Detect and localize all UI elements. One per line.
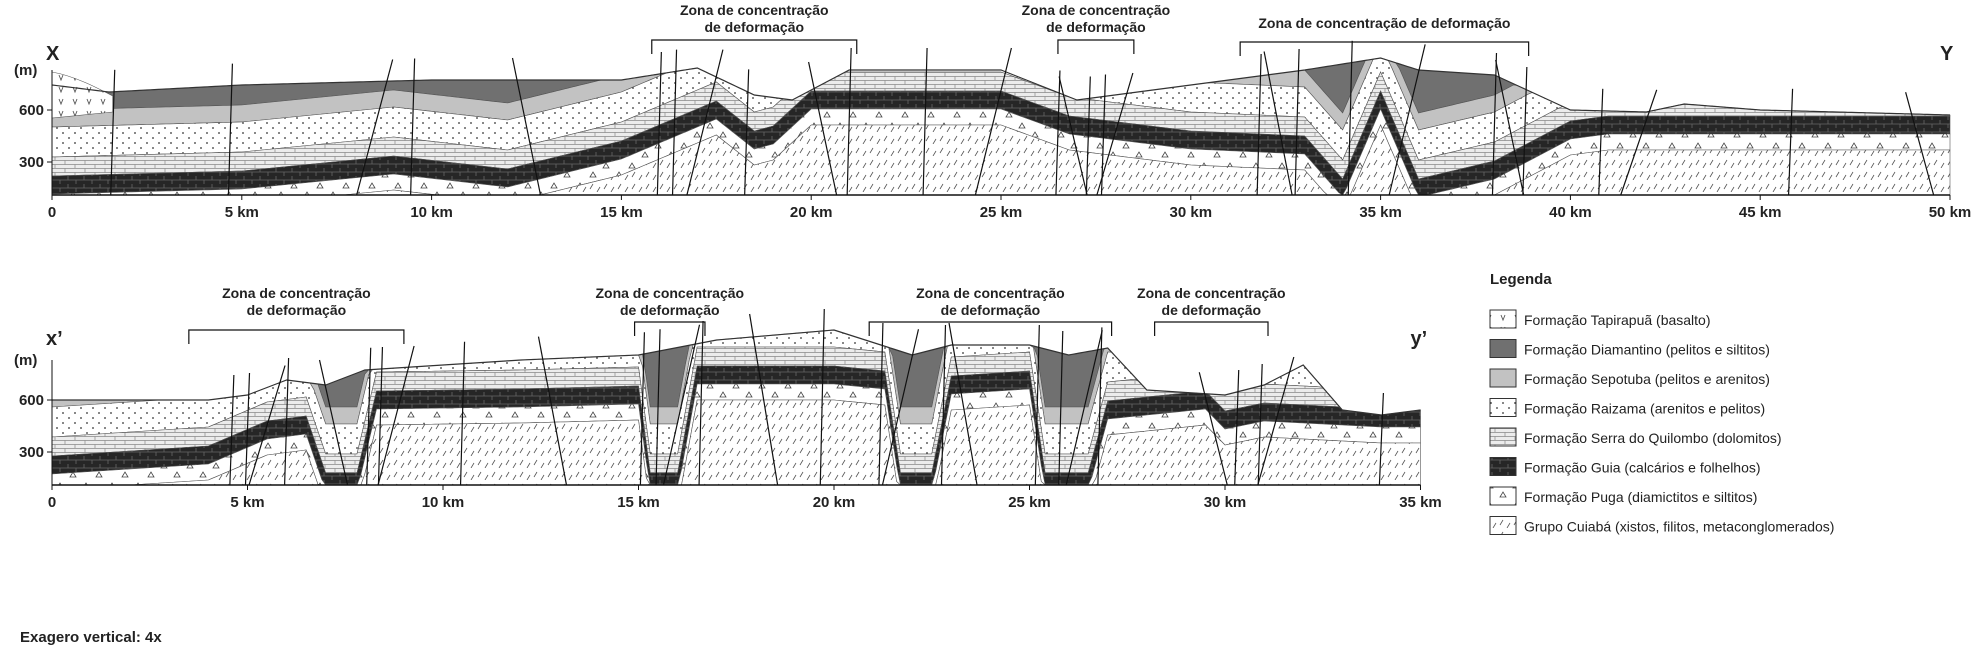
distance-label: 10 km [410,204,453,221]
zone-label: Zona de concentração [595,285,744,301]
zone-label: de deformação [1162,302,1262,318]
distance-label: 35 km [1359,204,1402,221]
legend-label: Formação Diamantino (pelitos e siltitos) [1524,342,1770,358]
legend-swatch [1490,399,1516,417]
distance-label: 45 km [1739,204,1782,221]
legend-swatch [1490,517,1516,535]
zone-label: de deformação [247,302,347,318]
distance-label: 5 km [225,204,259,221]
legend-label: Formação Serra do Quilombo (dolomitos) [1524,430,1782,446]
zone-bracket [1240,42,1528,56]
basalt-layer [52,72,113,118]
zone-label: Zona de concentração [680,2,829,18]
legend-swatch [1490,340,1516,358]
zone-label: Zona de concentração [1022,2,1171,18]
zone-label: Zona de concentração de deformação [1258,15,1510,31]
zone-label: Zona de concentração [916,285,1065,301]
legend-label: Formação Raizama (arenitos e pelitos) [1524,401,1765,417]
zone-label: de deformação [1046,19,1146,35]
section-start: x’ [46,328,63,350]
distance-label: 20 km [813,494,856,511]
legend-label: Formação Puga (diamictitos e siltitos) [1524,489,1757,505]
geologic-sections: Exagero vertical: 4x 0 5 km 10 km 15 km 20 k… [0,0,1982,671]
distance-label: 30 km [1170,204,1213,221]
unit-label: (m) [14,62,37,79]
distance-label: 30 km [1204,494,1247,511]
distance-label: 0 [48,204,56,221]
zone-label: Zona de concentração [1137,285,1286,301]
distance-label: 50 km [1929,204,1972,221]
distance-label: 10 km [422,494,465,511]
distance-label: 25 km [980,204,1023,221]
legend-label: Formação Guia (calcários e folhelhos) [1524,460,1761,476]
legend-swatch [1490,369,1516,387]
zone-bracket [1155,322,1268,336]
elevation-label: 600 [19,102,44,119]
distance-label: 35 km [1399,494,1442,511]
distance-label: 40 km [1549,204,1592,221]
section-end: Y [1940,43,1954,65]
legend-title: Legenda [1490,271,1552,288]
zone-label: de deformação [620,302,720,318]
zone-label: de deformação [704,19,804,35]
distance-label: 20 km [790,204,833,221]
zone-bracket [869,322,1111,336]
legend-label: Formação Tapirapuã (basalto) [1524,312,1711,328]
legend-swatch [1490,310,1516,328]
legend-label: Grupo Cuiabá (xistos, filitos, metacongl… [1524,519,1834,535]
zone-bracket [189,330,404,344]
distance-label: 15 km [600,204,643,221]
vertical-exaggeration: Exagero vertical: 4x [20,629,162,646]
elevation-label: 300 [19,154,44,171]
zone-bracket [652,40,857,54]
distance-label: 15 km [617,494,660,511]
distance-label: 25 km [1008,494,1051,511]
legend-label: Formação Sepotuba (pelitos e arenitos) [1524,371,1770,387]
section-end: y’ [1411,328,1428,350]
legend-swatch [1490,458,1516,476]
unit-label: (m) [14,352,37,369]
elevation-label: 300 [19,444,44,461]
zone-bracket [635,322,705,336]
zone-label: de deformação [941,302,1041,318]
distance-label: 5 km [230,494,264,511]
zone-label: Zona de concentração [222,285,371,301]
legend-swatch [1490,428,1516,446]
elevation-label: 600 [19,392,44,409]
zone-bracket [1058,40,1134,54]
section-start: X [46,43,60,65]
legend-swatch [1490,487,1516,505]
distance-label: 0 [48,494,56,511]
